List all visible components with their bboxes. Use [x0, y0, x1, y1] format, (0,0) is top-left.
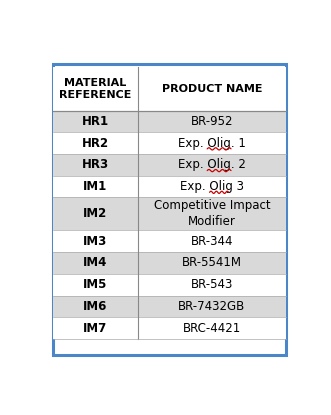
Bar: [53, 317, 286, 339]
Text: IM7: IM7: [83, 322, 107, 334]
Text: IM4: IM4: [83, 256, 108, 269]
Bar: [53, 252, 286, 274]
Bar: [53, 154, 286, 176]
Text: IM6: IM6: [83, 300, 108, 313]
Text: IM1: IM1: [83, 180, 107, 193]
Text: HR3: HR3: [82, 159, 109, 171]
Text: IM2: IM2: [83, 208, 107, 220]
Text: IM5: IM5: [83, 278, 108, 291]
Text: Exp. Olig 3: Exp. Olig 3: [180, 180, 244, 193]
Bar: [53, 295, 286, 317]
Text: BR-952: BR-952: [191, 115, 233, 128]
Bar: [53, 198, 286, 230]
Bar: [53, 176, 286, 198]
Bar: [53, 132, 286, 154]
Bar: [53, 274, 286, 295]
Text: IM3: IM3: [83, 235, 107, 248]
Text: BR-344: BR-344: [191, 235, 233, 248]
Text: Exp. Olig. 1: Exp. Olig. 1: [178, 137, 246, 150]
Bar: [53, 67, 286, 110]
Text: BR-543: BR-543: [191, 278, 233, 291]
Text: Exp. Olig. 2: Exp. Olig. 2: [178, 159, 246, 171]
Bar: [53, 110, 286, 132]
Text: BR-5541M: BR-5541M: [182, 256, 242, 269]
FancyBboxPatch shape: [53, 64, 286, 355]
Bar: [53, 230, 286, 252]
Text: PRODUCT NAME: PRODUCT NAME: [162, 84, 262, 94]
Text: Competitive Impact
Modifier: Competitive Impact Modifier: [154, 199, 270, 228]
Text: BRC-4421: BRC-4421: [183, 322, 241, 334]
Text: BR-7432GB: BR-7432GB: [178, 300, 246, 313]
Text: MATERIAL
REFERENCE: MATERIAL REFERENCE: [59, 78, 131, 100]
Text: HR2: HR2: [82, 137, 109, 150]
Text: HR1: HR1: [82, 115, 109, 128]
